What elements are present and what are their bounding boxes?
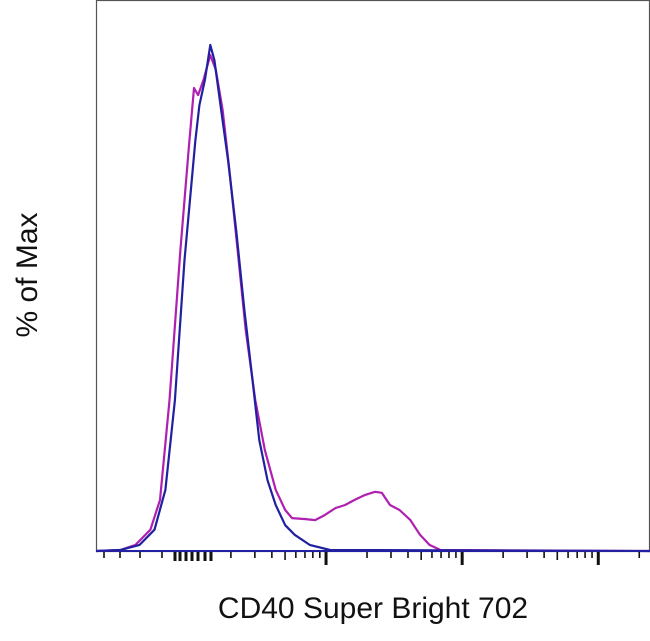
x-axis-label: CD40 Super Bright 702: [217, 592, 529, 625]
x-axis-ticks: [96, 550, 650, 565]
series-line-2: [95, 43, 650, 553]
y-axis-label: % of Max: [11, 212, 44, 338]
series-line-1: [95, 54, 650, 553]
series-lines: [95, 43, 650, 553]
